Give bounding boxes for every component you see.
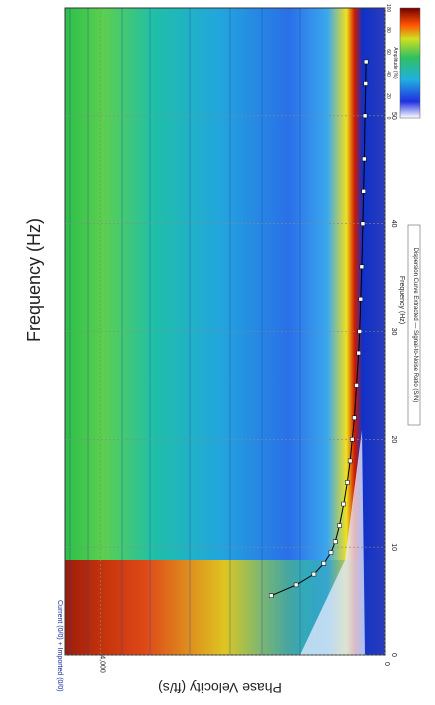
curve-point xyxy=(358,330,362,334)
x-tick-label: 30 xyxy=(390,328,397,336)
caption: Dispersion Curve Extracted — Signal-to-N… xyxy=(412,248,418,403)
colorbar-tick: 100 xyxy=(385,4,391,13)
curve-point xyxy=(329,551,333,555)
curve-point xyxy=(355,383,359,387)
y-tick-label: 4,000 xyxy=(99,655,106,673)
y-tick-label: 0 xyxy=(383,662,390,666)
x-tick-label: 10 xyxy=(390,543,397,551)
colorbar-tick: 80 xyxy=(385,27,391,33)
colorbar-tick: 60 xyxy=(385,49,391,55)
curve-point xyxy=(348,459,352,463)
curve-point xyxy=(363,114,367,118)
curve-point xyxy=(361,222,365,226)
colorbar-tick: 40 xyxy=(385,71,391,77)
colorbar-tick: 20 xyxy=(385,93,391,99)
curve-point xyxy=(322,561,326,565)
source-label: Current (0/0) + Imported (0/0) xyxy=(56,600,63,692)
curve-point xyxy=(362,157,366,161)
curve-point xyxy=(345,480,349,484)
curve-point xyxy=(342,502,346,506)
x-tick-label: 0 xyxy=(390,653,397,657)
x-tick-label: 20 xyxy=(390,435,397,443)
curve-point xyxy=(350,437,354,441)
x-axis-title: Frequency (Hz) xyxy=(398,276,405,324)
curve-point xyxy=(312,572,316,576)
curve-point xyxy=(360,265,364,269)
caption-box: Dispersion Curve Extracted — Signal-to-N… xyxy=(408,225,420,425)
curve-point xyxy=(352,416,356,420)
colorbar-tick: 0 xyxy=(385,117,391,120)
curve-point xyxy=(364,81,368,85)
curve-point xyxy=(357,351,361,355)
chart: Frequency (Hz) Phase Velocity (ft/s) Cur… xyxy=(0,0,435,700)
curve-point xyxy=(337,524,341,528)
y-axis-title: Phase Velocity (ft/s) xyxy=(158,680,282,696)
curve-point xyxy=(294,583,298,587)
curve-point xyxy=(269,594,273,598)
colorbar-label: Amplitude (%) xyxy=(392,47,398,79)
curve-point xyxy=(333,540,337,544)
curve-point xyxy=(364,60,368,64)
curve-point xyxy=(359,297,363,301)
x-tick-label: 40 xyxy=(390,220,397,228)
big-title: Frequency (Hz) xyxy=(24,218,44,342)
curve-point xyxy=(362,189,366,193)
colorbar xyxy=(400,8,420,118)
